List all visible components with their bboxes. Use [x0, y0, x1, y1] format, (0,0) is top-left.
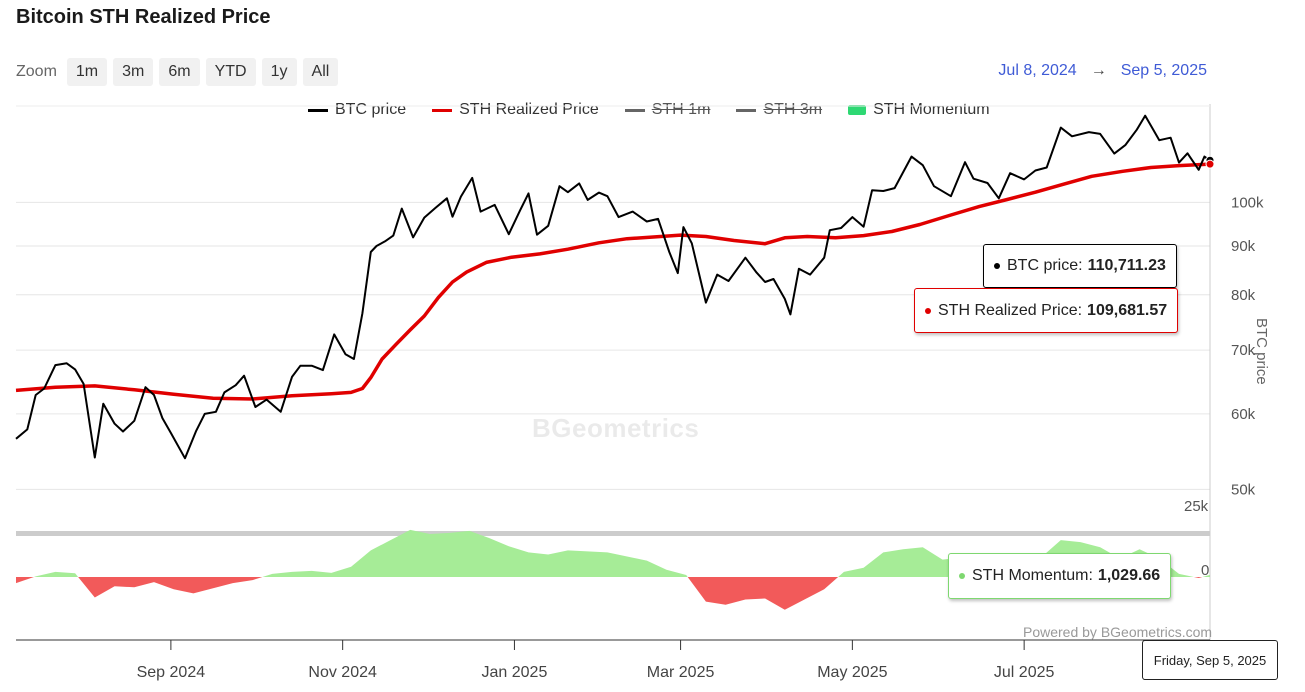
- tooltip-sth-realized-price: STH Realized Price: 109,681.57: [914, 288, 1179, 333]
- legend-item-btc-price[interactable]: BTC price: [308, 101, 406, 119]
- tooltip-date: Friday, Sep 5, 2025: [1142, 640, 1278, 680]
- momentum-tick-label: 25k: [1184, 498, 1209, 515]
- legend-item-sth-realized-price[interactable]: STH Realized Price: [432, 101, 599, 119]
- zoom-button-ytd[interactable]: YTD: [205, 58, 256, 86]
- range-arrow: →: [1090, 62, 1107, 79]
- chart-title: Bitcoin STH Realized Price: [16, 6, 271, 28]
- tooltip-dot: [994, 263, 1000, 269]
- btc-price-line: [15, 114, 1211, 460]
- range-from[interactable]: Jul 8, 2024: [998, 62, 1077, 79]
- tooltip-sth-momentum: STH Momentum: 1,029.66: [948, 553, 1172, 599]
- x-tick-label: May 2025: [817, 664, 887, 681]
- zoom-button-1y[interactable]: 1y: [261, 58, 297, 86]
- legend: BTC price STH Realized Price STH 1m STH …: [308, 101, 990, 119]
- x-tick-label: Jan 2025: [482, 664, 548, 681]
- powered-by-credit[interactable]: Powered by BGeometrics.com: [1023, 624, 1213, 640]
- zoom-button-all[interactable]: All: [302, 58, 339, 86]
- y-tick-label: 60k: [1231, 406, 1256, 423]
- tooltip-btc-price: BTC price: 110,711.23: [983, 244, 1177, 288]
- zoom-button-1m[interactable]: 1m: [66, 58, 108, 86]
- legend-swatch: [624, 108, 645, 112]
- tooltip-label: STH Realized Price:: [938, 301, 1083, 319]
- legend-item-sth-1m[interactable]: STH 1m: [624, 101, 711, 119]
- x-tick-label: Mar 2025: [647, 664, 715, 681]
- range-to[interactable]: Sep 5, 2025: [1120, 62, 1207, 79]
- zoom-bar: Zoom 1m 3m 6m YTD 1y All: [16, 58, 339, 86]
- tooltip-value: 110,711.23: [1087, 257, 1166, 274]
- y-tick-label: 80k: [1231, 287, 1256, 304]
- momentum-tick-label: 0: [1201, 562, 1209, 579]
- sth-realized-price-line: [15, 162, 1211, 401]
- y-tick-label: 90k: [1231, 238, 1256, 255]
- legend-label: STH Realized Price: [459, 101, 599, 118]
- date-range: Jul 8, 2024 → Sep 5, 2025: [998, 62, 1207, 80]
- legend-item-sth-momentum[interactable]: STH Momentum: [848, 101, 990, 119]
- legend-swatch: [308, 108, 328, 112]
- x-tick-label: Nov 2024: [308, 664, 377, 681]
- legend-label: BTC price: [335, 101, 407, 118]
- legend-swatch: [432, 108, 453, 112]
- x-tick-label: Sep 2024: [137, 664, 206, 681]
- legend-label: STH 1m: [651, 101, 711, 118]
- zoom-label: Zoom: [16, 63, 57, 80]
- sth-hover-marker: [1205, 159, 1215, 169]
- tooltip-value: 109,681.57: [1087, 301, 1168, 319]
- tooltip-label: BTC price:: [1007, 257, 1083, 274]
- legend-swatch: [736, 108, 757, 112]
- watermark: BGeometrics: [532, 413, 700, 443]
- x-tick-label: Jul 2025: [994, 664, 1055, 681]
- legend-item-sth-3m[interactable]: STH 3m: [736, 101, 822, 119]
- zoom-button-3m[interactable]: 3m: [113, 58, 154, 86]
- tooltip-dot: [959, 573, 965, 579]
- tooltip-dot: [925, 307, 931, 314]
- legend-label: STH Momentum: [873, 101, 990, 118]
- zoom-button-6m[interactable]: 6m: [159, 58, 200, 86]
- y-tick-label: 50k: [1231, 481, 1256, 498]
- legend-label: STH 3m: [763, 101, 823, 118]
- y-axis-title: BTC price: [1253, 318, 1270, 385]
- tooltip-label: STH Momentum:: [972, 567, 1093, 584]
- y-tick-label: 70k: [1231, 342, 1256, 359]
- momentum-area-negative: [16, 577, 1210, 610]
- tooltip-value: 1,029.66: [1097, 567, 1161, 584]
- y-tick-label: 100k: [1231, 194, 1264, 211]
- legend-swatch: [848, 105, 867, 115]
- pane-separator: [16, 531, 1210, 536]
- momentum-area-positive: [16, 529, 1210, 577]
